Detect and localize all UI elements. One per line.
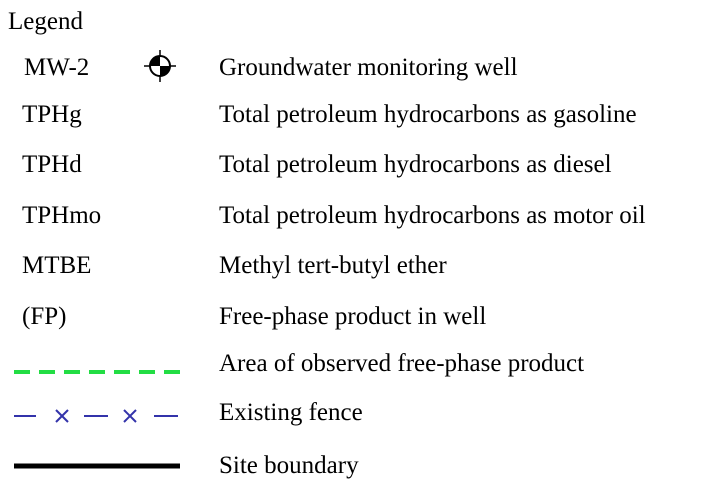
abbreviation: MW-2: [24, 54, 89, 81]
abbreviation: TPHmo: [22, 202, 101, 229]
legend-title: Legend: [8, 8, 83, 35]
abbreviation: TPHd: [22, 151, 82, 178]
well-symbol: [144, 50, 176, 82]
description: Site boundary: [219, 452, 359, 479]
description: Groundwater monitoring well: [219, 54, 518, 81]
description: Existing fence: [219, 399, 363, 426]
legend-rows: MW-2 Groundwater monitoring well TPHg Total…: [22, 54, 646, 479]
description: Total petroleum hydrocarbons as gasoline: [219, 101, 637, 128]
description: Methyl tert-butyl ether: [219, 252, 447, 279]
abbreviation: TPHg: [22, 101, 82, 128]
description: Area of observed free-phase product: [219, 350, 584, 377]
abbreviation: MTBE: [22, 252, 91, 279]
description: Total petroleum hydrocarbons as diesel: [219, 151, 612, 178]
description: Total petroleum hydrocarbons as motor oi…: [219, 202, 646, 229]
abbreviation: (FP): [22, 303, 66, 330]
description: Free-phase product in well: [219, 303, 486, 330]
fence-symbol: [14, 409, 178, 423]
